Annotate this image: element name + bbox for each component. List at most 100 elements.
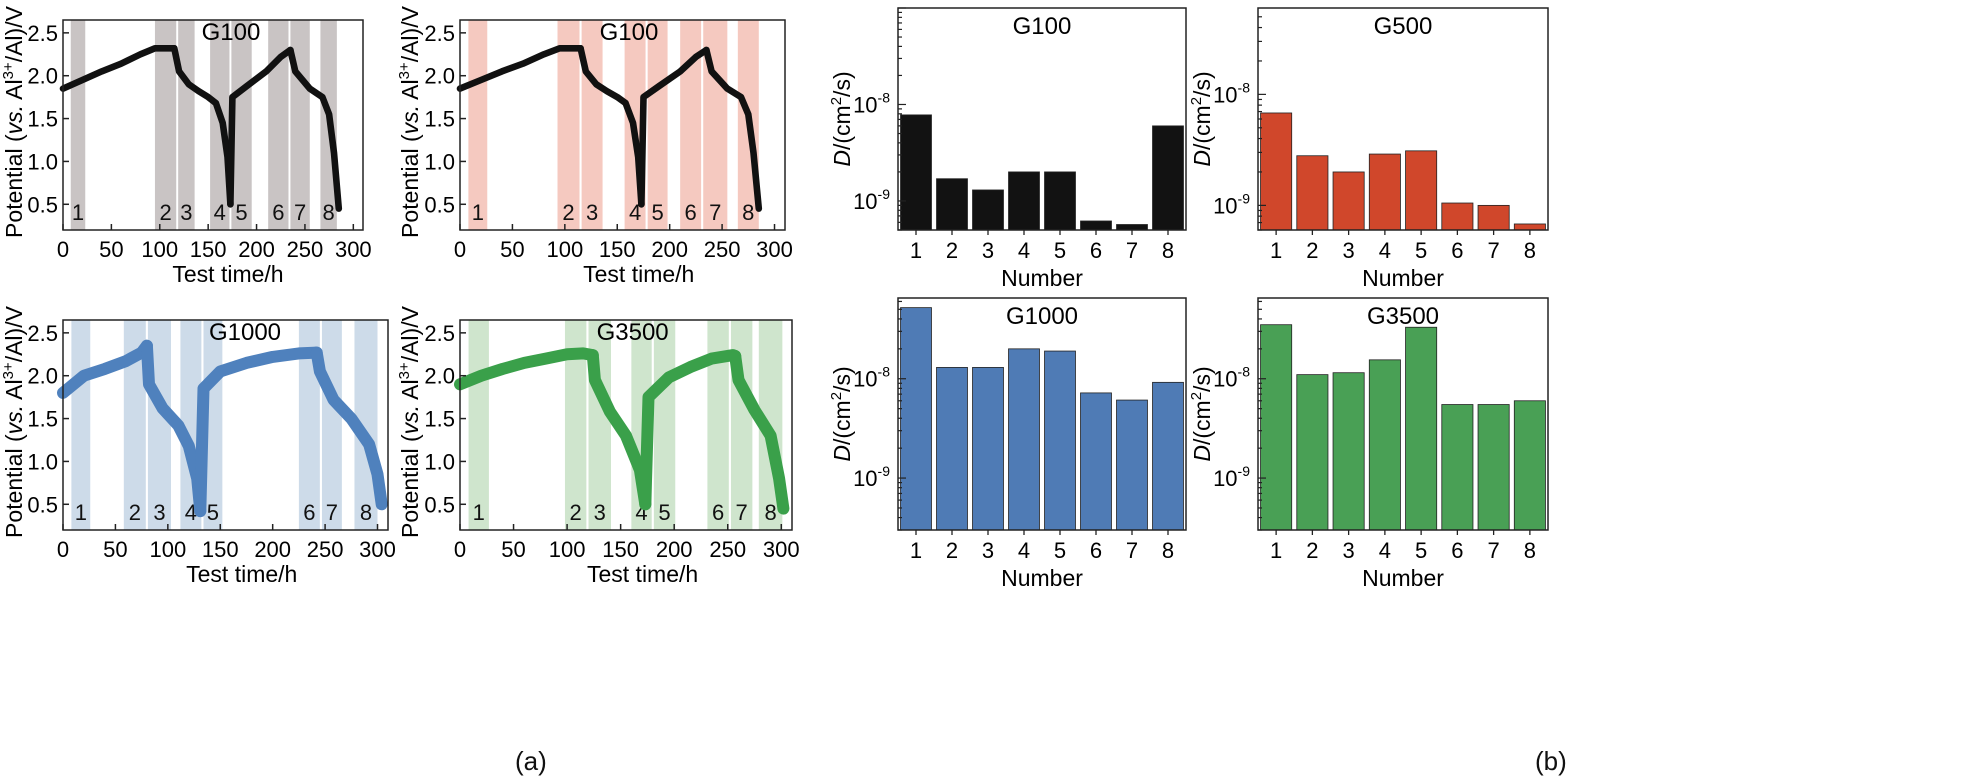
y-axis-label: D/(cm2/s) — [828, 71, 855, 166]
bar-1 — [900, 114, 932, 231]
band-label-8: 8 — [764, 500, 776, 525]
bar-8 — [1513, 223, 1546, 231]
y-tick-label: 2.0 — [424, 64, 455, 89]
band-label-1: 1 — [75, 500, 87, 525]
x-tick-label: 7 — [1488, 238, 1500, 263]
potential-chart-3: 1 2 3 4 5 6 7 80 50 100 150 200 250 3000.51.01.52.02.… — [0, 305, 396, 587]
y-tick-exponent: -9 — [1238, 463, 1251, 479]
bar-8 — [1152, 381, 1184, 531]
series-line-segment-3 — [638, 46, 710, 208]
caption-b: (b) — [1535, 746, 1567, 776]
x-tick-label: 8 — [1162, 538, 1174, 563]
y-axis-label-part: /Al)/V — [1, 305, 27, 362]
x-tick-label: 0 — [454, 237, 466, 262]
y-tick-base: 10 — [853, 189, 877, 214]
bar-8 — [1152, 125, 1184, 231]
band-3 — [178, 20, 195, 230]
bar-4 — [1368, 359, 1401, 531]
chart-title: G100 — [1013, 13, 1072, 40]
x-tick-label: 4 — [1018, 538, 1030, 563]
x-axis-label: Number — [1001, 265, 1083, 291]
y-tick-exponent: -9 — [878, 186, 891, 202]
plot-frame — [62, 319, 389, 531]
y-tick-label: 1.5 — [424, 407, 455, 432]
x-tick-label: 0 — [57, 537, 69, 562]
series-line-segment-3 — [194, 346, 323, 518]
band-2 — [154, 20, 177, 230]
x-tick-label: 4 — [1018, 238, 1030, 263]
plot-frame — [459, 19, 786, 231]
y-tick-label: 2.5 — [27, 21, 58, 46]
y-tick-label: 10-8 — [1213, 79, 1250, 107]
band-2 — [123, 320, 146, 530]
y-tick-label: 1.0 — [27, 149, 58, 174]
chart-title: G500 — [1374, 13, 1433, 40]
x-tick-label: 7 — [1126, 538, 1138, 563]
potential-chart-1: 1 2 3 4 5 6 7 8 0 50 100 150 200 250 300 0.5 1.0 1.5 2.0 2.… — [0, 5, 372, 287]
band-5 — [647, 20, 668, 230]
y-tick-exponent: -9 — [878, 463, 891, 479]
bar-4 — [1368, 153, 1401, 231]
x-tick-label: 150 — [202, 537, 239, 562]
y-axis-label-part: /(cm — [1189, 105, 1215, 150]
x-tick-label: 100 — [141, 237, 178, 262]
band-label-8: 8 — [323, 200, 335, 225]
y-axis-label-italic: D — [1189, 150, 1215, 167]
band-label-4: 4 — [629, 200, 641, 225]
x-axis-label: Test time/h — [587, 561, 698, 587]
band-2 — [557, 20, 580, 230]
plot-frame — [459, 319, 793, 531]
x-tick-label: 100 — [546, 237, 583, 262]
y-tick-label: 2.0 — [27, 64, 58, 89]
bar-4 — [1008, 348, 1040, 531]
band-8 — [354, 320, 378, 530]
x-tick-label: 8 — [1524, 238, 1536, 263]
y-axis-label: Potential (vs. Al3+/Al)/V — [396, 5, 423, 238]
band-6 — [268, 20, 289, 230]
y-tick-label: 2.0 — [424, 364, 455, 389]
y-tick-label: 0.5 — [424, 192, 455, 217]
band-label-5: 5 — [651, 200, 663, 225]
x-axis-label: Test time/h — [583, 261, 694, 287]
y-tick-label: 0.5 — [27, 492, 58, 517]
band-5 — [231, 20, 252, 230]
band-1 — [468, 320, 489, 530]
y-tick-label: 2.0 — [27, 364, 58, 389]
band-label-8: 8 — [742, 200, 754, 225]
y-tick-label: 10-8 — [853, 89, 890, 117]
y-axis-label-part: Al — [1, 79, 27, 105]
chart-title: G100 — [600, 19, 659, 46]
bar-3 — [972, 367, 1004, 531]
y-axis-label-part: /Al)/V — [397, 5, 423, 62]
bar-2 — [1296, 374, 1329, 531]
x-tick-label: 50 — [501, 537, 525, 562]
band-label-7: 7 — [736, 500, 748, 525]
band-label-3: 3 — [180, 200, 192, 225]
x-tick-label: 100 — [149, 537, 186, 562]
bar-7 — [1116, 224, 1148, 231]
x-tick-label: 2 — [1306, 238, 1318, 263]
bar-2 — [936, 367, 968, 531]
band-label-6: 6 — [303, 500, 315, 525]
chart-title: G1000 — [209, 319, 281, 346]
band-label-3: 3 — [153, 500, 165, 525]
bar-2 — [936, 178, 968, 231]
bar-1 — [1260, 112, 1293, 231]
y-axis-label-italic: D — [1189, 445, 1215, 462]
x-axis-label: Number — [1362, 565, 1444, 591]
series-line-segment-1 — [456, 44, 584, 92]
y-tick-label: 10-9 — [1213, 463, 1250, 491]
band-6 — [707, 320, 729, 530]
x-tick-label: 50 — [103, 537, 127, 562]
y-tick-base: 10 — [1213, 367, 1237, 392]
bar-5 — [1405, 150, 1438, 231]
x-tick-label: 300 — [756, 237, 793, 262]
y-tick-label: 2.5 — [424, 321, 455, 346]
band-label-1: 1 — [472, 200, 484, 225]
y-axis-label-part: Potential ( — [1, 434, 27, 538]
y-tick-label: 0.5 — [27, 192, 58, 217]
x-tick-label: 150 — [599, 237, 636, 262]
band-1 — [70, 20, 86, 230]
